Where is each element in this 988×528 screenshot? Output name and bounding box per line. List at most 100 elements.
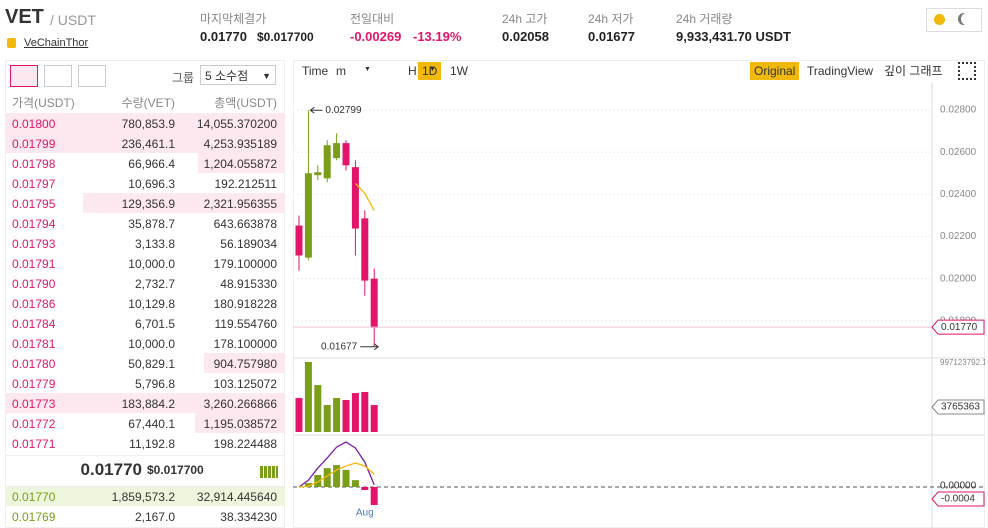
y-tick-label: 0.02200 bbox=[940, 231, 977, 242]
moon-icon[interactable] bbox=[961, 13, 972, 25]
qty: 1,859,573.2 bbox=[111, 490, 175, 504]
dropdown-arrow[interactable]: ▼ bbox=[429, 66, 436, 73]
orderbook-row: 0.01793 3,133.8 56.189034 bbox=[5, 233, 285, 253]
quote: / USDT bbox=[50, 12, 96, 28]
orderbook-row: 0.01786 10,129.8 180.918228 bbox=[5, 293, 285, 313]
stat-label: 전일대비 bbox=[350, 12, 395, 26]
volume-bar bbox=[314, 385, 322, 432]
depth-bar bbox=[5, 486, 285, 506]
stat-label: 24h 저가 bbox=[588, 12, 634, 26]
signal-icon bbox=[260, 466, 278, 478]
y-tick-label: 0.02000 bbox=[940, 273, 977, 284]
interval-button[interactable]: 1D bbox=[418, 62, 442, 80]
view-button[interactable]: Original bbox=[750, 62, 800, 80]
total: 38.334230 bbox=[220, 510, 277, 524]
view-both[interactable] bbox=[10, 65, 38, 87]
volume-bar bbox=[351, 393, 359, 432]
volume-bar bbox=[342, 399, 350, 432]
price: 0.01770 bbox=[12, 490, 56, 504]
interval-button[interactable]: m bbox=[336, 64, 346, 78]
total: 192.212511 bbox=[214, 177, 277, 191]
candle-body bbox=[370, 278, 378, 328]
stat-value: 0.01770 bbox=[200, 29, 247, 44]
group-value[interactable]: 5 소수점 bbox=[205, 69, 249, 83]
total: 643.663878 bbox=[213, 217, 277, 231]
total: 14,055.370200 bbox=[196, 117, 277, 131]
total: 4,253.935189 bbox=[203, 137, 277, 151]
view-button[interactable]: TradingView bbox=[807, 64, 874, 78]
orderbook-row: 0.01772 67,440.1 1,195.038572 bbox=[5, 413, 285, 433]
chart: 0.018000.020000.022000.024000.026000.028… bbox=[293, 82, 985, 528]
annotation-arrow bbox=[309, 106, 323, 114]
stat-value: 9,933,431.70 USDT bbox=[676, 29, 791, 44]
orderbook-row: 0.01790 2,732.7 48.915330 bbox=[5, 273, 285, 293]
fullscreen-button[interactable] bbox=[958, 62, 976, 80]
view-asks[interactable] bbox=[78, 65, 106, 87]
group-select[interactable]: 5 소수점 ▼ bbox=[200, 65, 276, 85]
interval-button[interactable]: 1W bbox=[450, 64, 468, 78]
macd-bar bbox=[333, 465, 341, 488]
depth-bar bbox=[195, 413, 285, 433]
depth-bar bbox=[5, 393, 285, 413]
signal-line bbox=[298, 462, 375, 488]
total: 2,321.956355 bbox=[203, 197, 277, 211]
symbol: VET bbox=[5, 6, 44, 28]
orderbook-row: 0.01780 50,829.1 904.757980 bbox=[5, 353, 285, 373]
interval-button[interactable]: Time bbox=[302, 64, 329, 78]
stat-value: -0.00269 bbox=[350, 29, 402, 44]
price: 0.01771 bbox=[12, 437, 56, 451]
orderbook-row: 0.01784 6,701.5 119.554760 bbox=[5, 313, 285, 333]
qty: 129,356.9 bbox=[121, 197, 175, 211]
theme-toggle[interactable] bbox=[926, 8, 982, 32]
annotation: 0.01677 bbox=[321, 341, 358, 352]
moving-average bbox=[354, 182, 375, 211]
dropdown-arrow[interactable]: ▼ bbox=[364, 66, 371, 73]
volume-bar bbox=[323, 405, 331, 432]
volume-bar bbox=[295, 398, 303, 432]
project-icon bbox=[7, 38, 16, 48]
interval-button[interactable]: H bbox=[408, 64, 417, 78]
total: 1,195.038572 bbox=[203, 417, 277, 431]
price-tag-label: -0.0004 bbox=[941, 494, 975, 505]
depth-bar bbox=[198, 153, 285, 173]
macd-bar bbox=[370, 487, 378, 505]
orderbook-row: 0.01773 183,884.2 3,260.266866 bbox=[5, 393, 285, 413]
mid-usd: $0.017700 bbox=[147, 463, 204, 477]
total: 1,204.055872 bbox=[203, 157, 277, 171]
stat-value: 0.01677 bbox=[588, 29, 635, 44]
price: 0.01769 bbox=[12, 510, 56, 524]
orderbook-row: 0.01770 1,859,573.2 32,914.445640 bbox=[5, 486, 285, 506]
qty: 236,461.1 bbox=[121, 137, 175, 151]
view-button[interactable]: 깊이 그래프 bbox=[884, 64, 943, 78]
candle-body bbox=[333, 143, 341, 159]
orderbook-row: 0.01800 780,853.9 14,055.370200 bbox=[5, 113, 285, 133]
orderbook-row: 0.01794 35,878.7 643.663878 bbox=[5, 213, 285, 233]
qty: 10,000.0 bbox=[128, 337, 175, 351]
price: 0.01798 bbox=[12, 157, 56, 171]
depth-bar bbox=[5, 113, 285, 133]
total: 198.224488 bbox=[213, 437, 277, 451]
y-tick-label: 0.02400 bbox=[940, 189, 977, 200]
stat-label: 24h 거래량 bbox=[676, 12, 733, 26]
col-total: 총액(USDT) bbox=[214, 96, 277, 110]
volume-bar bbox=[361, 391, 369, 432]
sun-icon[interactable] bbox=[934, 14, 945, 25]
volume-bar bbox=[370, 405, 378, 432]
orderbook-row: 0.01779 5,796.8 103.125072 bbox=[5, 373, 285, 393]
candle-body bbox=[304, 173, 312, 258]
candle-body bbox=[361, 218, 369, 281]
qty: 2,167.0 bbox=[134, 510, 175, 524]
price: 0.01784 bbox=[12, 317, 56, 331]
view-bids[interactable] bbox=[44, 65, 72, 87]
project-link[interactable]: VeChainThor bbox=[24, 37, 89, 49]
candle-body bbox=[342, 143, 350, 166]
y-tick-label: 0.02800 bbox=[940, 105, 977, 116]
total: 179.100000 bbox=[213, 257, 277, 271]
qty: 66,966.4 bbox=[128, 157, 175, 171]
orderbook-row: 0.01771 11,192.8 198.224488 bbox=[5, 433, 285, 453]
orderbook-row: 0.01795 129,356.9 2,321.956355 bbox=[5, 193, 285, 213]
depth-bar bbox=[203, 353, 285, 373]
macd-bar bbox=[361, 487, 369, 491]
macd-bar bbox=[323, 468, 331, 488]
